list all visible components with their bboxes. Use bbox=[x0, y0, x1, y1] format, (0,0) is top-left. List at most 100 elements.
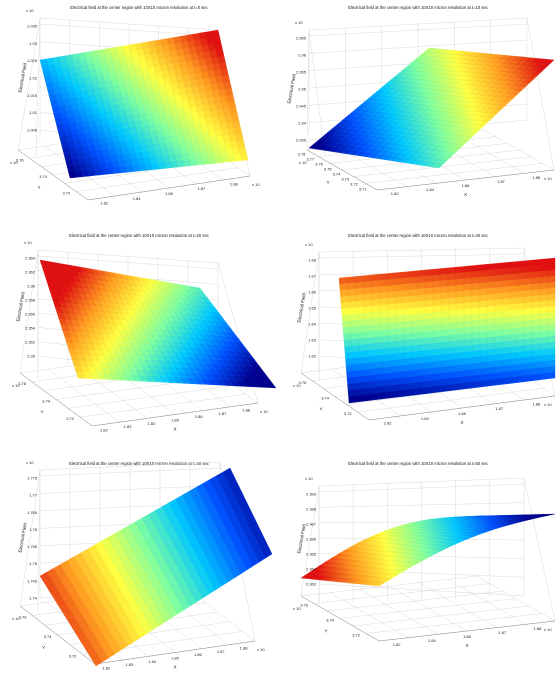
surface-cell bbox=[487, 330, 496, 338]
surface-cell bbox=[471, 307, 480, 315]
surface-cell bbox=[400, 271, 409, 279]
surface-cell bbox=[408, 270, 417, 278]
surface-cell bbox=[524, 272, 533, 280]
x-exponent-label: x 10 bbox=[260, 409, 268, 414]
surface-cell bbox=[547, 263, 556, 271]
surface-cell bbox=[449, 334, 458, 342]
surface-cell bbox=[480, 349, 489, 357]
z-tick-label: 1.64 bbox=[308, 322, 317, 327]
surface-cell bbox=[364, 306, 373, 314]
chart-panel-4: Electrical field at the center region wi… bbox=[279, 228, 558, 456]
surface-plot-4: Electrical field at the center region wi… bbox=[293, 233, 556, 426]
surface-cell bbox=[443, 365, 452, 374]
surface-cell bbox=[450, 364, 459, 373]
surface-cell bbox=[539, 288, 548, 296]
surface-cell bbox=[547, 257, 556, 265]
x-tick-label: 1.82 bbox=[103, 665, 112, 670]
surface-cell bbox=[481, 379, 489, 388]
x-axis-label: X bbox=[173, 665, 176, 670]
x-axis-label: X bbox=[173, 427, 176, 432]
surface-cell bbox=[425, 306, 434, 314]
surface-cell bbox=[382, 354, 391, 362]
surface-cell bbox=[478, 288, 487, 296]
surface-cell bbox=[470, 271, 479, 279]
surface-mesh bbox=[338, 257, 556, 404]
x-tick-label: 1.86 bbox=[194, 652, 203, 657]
surface-cell bbox=[406, 382, 416, 390]
surface-cell bbox=[440, 298, 449, 306]
y-tick-label: 3.77 bbox=[306, 157, 315, 162]
y-axis-label: Y bbox=[40, 410, 43, 415]
surface-cell bbox=[439, 267, 448, 275]
surface-cell bbox=[547, 311, 556, 319]
surface-cell bbox=[469, 264, 479, 273]
surface-cell bbox=[539, 312, 548, 320]
surface-cell bbox=[343, 333, 352, 341]
surface-cell bbox=[478, 282, 487, 290]
surface-cell bbox=[401, 296, 411, 304]
surface-cell bbox=[539, 342, 548, 350]
surface-cell bbox=[362, 381, 371, 389]
surface-cell bbox=[547, 353, 556, 362]
y-tick-label: 3.72 bbox=[63, 191, 72, 196]
surface-cell bbox=[347, 288, 356, 297]
y-axis-label: Y bbox=[324, 629, 327, 634]
surface-cell bbox=[479, 331, 488, 339]
surface-cell bbox=[547, 305, 556, 313]
surface-cell bbox=[389, 340, 398, 349]
surface-cell bbox=[510, 352, 519, 360]
x-tick-label: 1.84 bbox=[426, 187, 435, 192]
surface-cell bbox=[465, 369, 474, 377]
surface-cell bbox=[356, 306, 365, 315]
surface-cell bbox=[486, 293, 495, 302]
surface-cell bbox=[358, 331, 367, 340]
surface-cell bbox=[418, 325, 428, 333]
chart-panel-6: Electrical field at the center region wi… bbox=[279, 456, 558, 684]
surface-cell bbox=[426, 324, 435, 332]
surface-cell bbox=[502, 365, 511, 373]
surface-cell bbox=[495, 359, 504, 368]
z-axis-label: Electrical Field bbox=[286, 73, 296, 104]
surface-cell bbox=[397, 352, 406, 360]
surface-cell bbox=[391, 371, 400, 380]
surface-cell bbox=[411, 326, 420, 334]
y-tick-label: 3.74 bbox=[333, 172, 342, 177]
surface-cell bbox=[402, 302, 411, 310]
surface-cell bbox=[509, 321, 518, 330]
surface-cell bbox=[547, 281, 556, 289]
surface-cell bbox=[516, 308, 525, 317]
surface-cell bbox=[508, 261, 517, 269]
surface-cell bbox=[477, 264, 486, 272]
x-tick-label: 1.82 bbox=[100, 427, 109, 432]
surface-cell bbox=[399, 377, 408, 385]
surface-cell bbox=[410, 319, 420, 328]
surface-cell bbox=[420, 362, 429, 370]
surface-cell bbox=[480, 373, 489, 381]
x-tick-label: 1.83 bbox=[124, 424, 133, 429]
surface-cell bbox=[510, 346, 518, 354]
surface-cell bbox=[362, 387, 371, 396]
surface-cell bbox=[431, 268, 440, 276]
y-tick-label: 3.78 bbox=[298, 152, 307, 157]
surface-cell bbox=[414, 387, 423, 396]
surface-cell bbox=[395, 321, 405, 329]
surface-cell bbox=[486, 287, 495, 295]
surface-cell bbox=[485, 281, 495, 289]
surface-cell bbox=[441, 316, 450, 325]
surface-cell bbox=[539, 318, 548, 326]
surface-cell bbox=[501, 304, 510, 312]
surface-cell bbox=[388, 322, 397, 330]
surface-cell bbox=[532, 373, 541, 381]
surface-cell bbox=[466, 375, 475, 383]
surface-cell bbox=[447, 279, 456, 287]
surface-cell bbox=[359, 350, 369, 358]
surface-cell bbox=[494, 341, 503, 349]
surface-cell bbox=[516, 290, 525, 298]
surface-cell bbox=[374, 348, 384, 357]
surface-cell bbox=[456, 327, 465, 335]
z-exponent-label: x 10 bbox=[305, 242, 313, 247]
surface-cell bbox=[426, 318, 435, 326]
surface-cell bbox=[354, 281, 364, 290]
surface-cell bbox=[441, 310, 450, 318]
surface-cell bbox=[385, 272, 394, 281]
